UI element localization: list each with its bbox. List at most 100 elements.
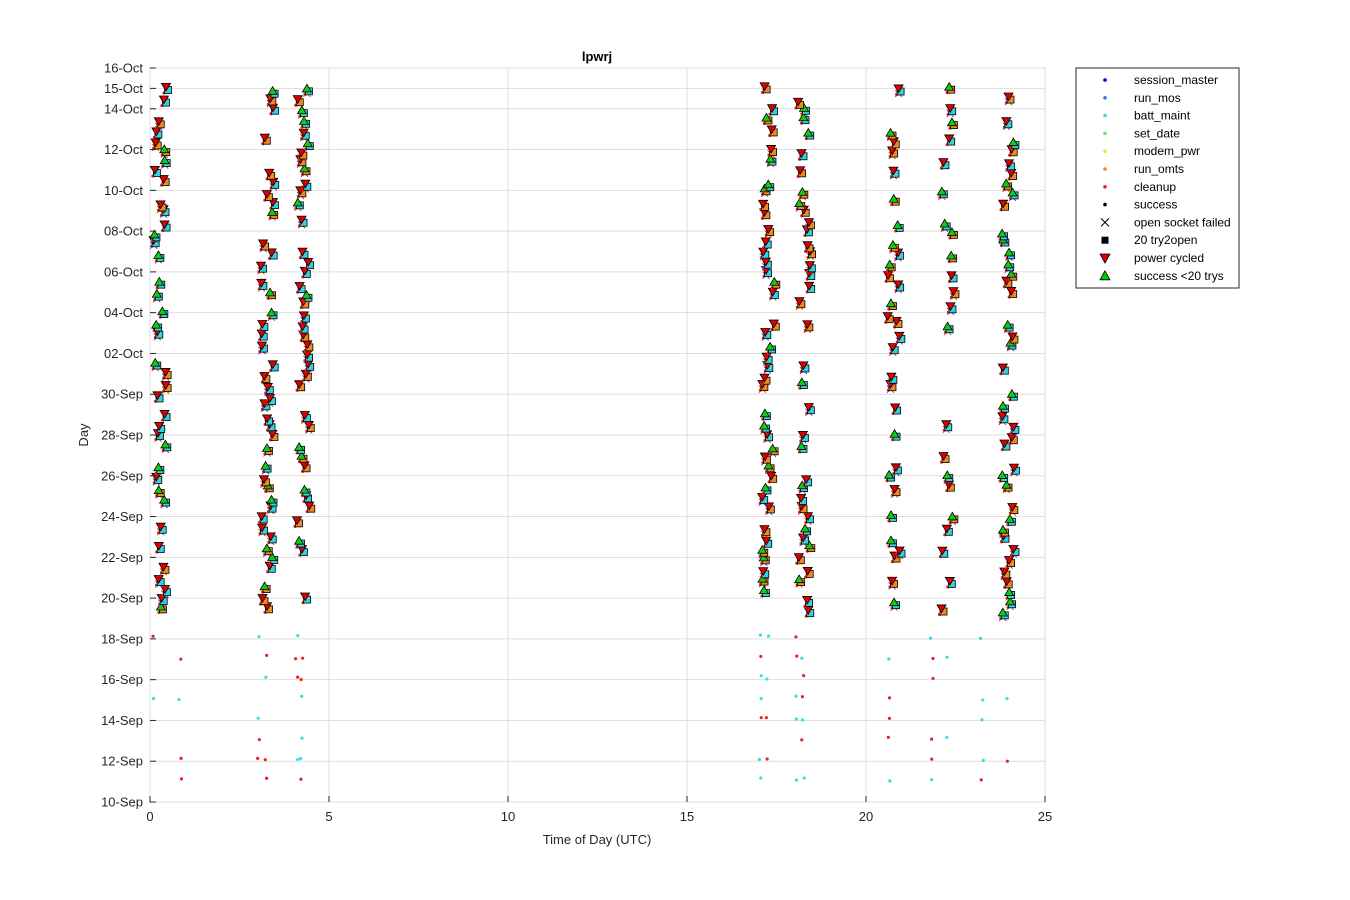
triangle-up-marker bbox=[943, 81, 955, 91]
x-tick-label: 20 bbox=[859, 809, 873, 824]
triangle-down-marker bbox=[293, 380, 305, 390]
point-33e0e8 bbox=[766, 634, 771, 638]
legend-label: session_master bbox=[1134, 73, 1218, 87]
triangle-up-marker bbox=[888, 193, 899, 203]
triangle-down-marker bbox=[946, 271, 957, 281]
legend-label: success bbox=[1134, 198, 1177, 212]
triangle-down-marker bbox=[1003, 556, 1015, 565]
triangle-up-marker bbox=[301, 289, 312, 299]
y-tick-label: 02-Oct bbox=[104, 346, 143, 361]
triangle-up-marker bbox=[883, 469, 895, 479]
point-33e0e8 bbox=[264, 675, 268, 679]
legend-label: open socket failed bbox=[1134, 215, 1231, 229]
triangle-up-marker bbox=[151, 288, 163, 298]
triangle-down-marker bbox=[759, 373, 770, 383]
point-ee2222 bbox=[759, 654, 763, 659]
triangle-down-marker bbox=[291, 516, 303, 526]
point-ee2222 bbox=[794, 635, 798, 639]
y-axis-label: Day bbox=[76, 423, 91, 447]
triangle-down-marker bbox=[153, 575, 164, 584]
point-ee2222 bbox=[151, 634, 155, 638]
point-33e0e8 bbox=[299, 756, 303, 761]
point-33e0e8 bbox=[794, 694, 798, 698]
legend: session_master run_mos batt_maint set_datem… bbox=[1075, 67, 1240, 289]
triangle-down-marker bbox=[794, 166, 806, 176]
point-ee2222 bbox=[299, 677, 303, 682]
triangle-down-marker bbox=[894, 331, 905, 341]
triangle-up-marker bbox=[947, 511, 958, 521]
triangle-down-marker bbox=[888, 166, 899, 176]
legend-label: 20 try2open bbox=[1134, 233, 1197, 247]
point-ee2222 bbox=[265, 653, 269, 657]
point-33e0e8 bbox=[257, 635, 261, 639]
point-ee2222 bbox=[886, 735, 890, 739]
triangle-down-marker bbox=[1003, 159, 1015, 169]
legend-label: run_mos bbox=[1134, 91, 1181, 105]
point-ee2222 bbox=[765, 757, 769, 761]
triangle-down-marker bbox=[882, 312, 893, 322]
triangle-up-marker bbox=[892, 220, 903, 229]
triangle-up-marker bbox=[760, 482, 771, 492]
triangle-down-marker bbox=[768, 319, 780, 329]
point-33e0e8 bbox=[887, 657, 891, 661]
legend-entry: 20 try2open bbox=[1101, 233, 1197, 247]
triangle-down-marker bbox=[890, 463, 902, 473]
point-ee2222 bbox=[930, 757, 934, 761]
triangle-down-marker bbox=[1007, 332, 1018, 342]
triangle-down-marker bbox=[1008, 545, 1019, 554]
triangle-down-marker bbox=[257, 239, 269, 249]
triangle-up-marker bbox=[888, 597, 900, 607]
y-tick-label: 20-Sep bbox=[101, 591, 143, 606]
triangle-down-marker bbox=[257, 320, 268, 329]
y-tick-label: 26-Sep bbox=[101, 468, 143, 483]
point-33e0e8 bbox=[151, 696, 156, 701]
legend-marker-dot bbox=[1103, 78, 1107, 82]
point-ee2222 bbox=[887, 696, 892, 700]
triangle-up-marker bbox=[266, 494, 277, 504]
point-33e0e8 bbox=[256, 716, 260, 720]
triangle-down-marker bbox=[1007, 503, 1018, 512]
triangle-down-marker bbox=[887, 343, 898, 353]
triangle-down-marker bbox=[759, 82, 770, 92]
triangle-up-marker bbox=[757, 544, 768, 554]
legend-entry: set_date bbox=[1103, 126, 1180, 140]
triangle-up-marker bbox=[301, 83, 313, 93]
legend-entry: success bbox=[1103, 198, 1177, 212]
legend-box bbox=[1075, 67, 1240, 289]
triangle-up-marker bbox=[797, 186, 808, 196]
triangle-down-marker bbox=[938, 452, 949, 461]
y-tick-label: 15-Oct bbox=[104, 81, 143, 96]
point-ee2222 bbox=[293, 657, 298, 661]
triangle-up-marker bbox=[153, 250, 164, 259]
point-ee2222 bbox=[802, 674, 806, 678]
legend-label: cleanup bbox=[1134, 180, 1176, 194]
point-33e0e8 bbox=[759, 776, 763, 780]
point-33e0e8 bbox=[929, 777, 934, 782]
triangle-down-marker bbox=[256, 278, 267, 288]
triangle-up-marker bbox=[160, 439, 171, 449]
triangle-down-marker bbox=[941, 420, 952, 430]
triangle-down-marker bbox=[763, 225, 774, 234]
point-ee2222 bbox=[930, 737, 934, 741]
y-tick-label: 12-Sep bbox=[101, 754, 143, 769]
x-tick-label: 15 bbox=[680, 809, 694, 824]
point-ee2222 bbox=[179, 777, 184, 781]
triangle-down-marker bbox=[802, 512, 814, 522]
triangle-up-marker bbox=[261, 543, 272, 553]
point-33e0e8 bbox=[757, 757, 762, 762]
triangle-down-marker bbox=[893, 84, 904, 94]
point-ee2222 bbox=[301, 656, 305, 660]
triangle-down-marker bbox=[159, 220, 170, 230]
triangle-up-marker bbox=[264, 287, 276, 297]
triangle-down-marker bbox=[803, 281, 815, 291]
y-axis-ticks: 10-Sep 12-Sep 14-Sep 16-Sep 18-Sep 20-Sep 22-S… bbox=[101, 61, 156, 810]
y-tick-label: 12-Oct bbox=[104, 142, 143, 157]
triangle-up-marker bbox=[267, 85, 278, 95]
legend-label: power cycled bbox=[1134, 251, 1204, 265]
legend-marker-dot bbox=[1103, 96, 1107, 100]
triangle-down-marker bbox=[1003, 92, 1014, 102]
triangle-up-marker bbox=[159, 155, 170, 165]
triangle-down-marker bbox=[766, 104, 778, 114]
triangle-down-marker bbox=[758, 567, 769, 577]
legend-marker-triangle-up bbox=[1099, 269, 1111, 281]
